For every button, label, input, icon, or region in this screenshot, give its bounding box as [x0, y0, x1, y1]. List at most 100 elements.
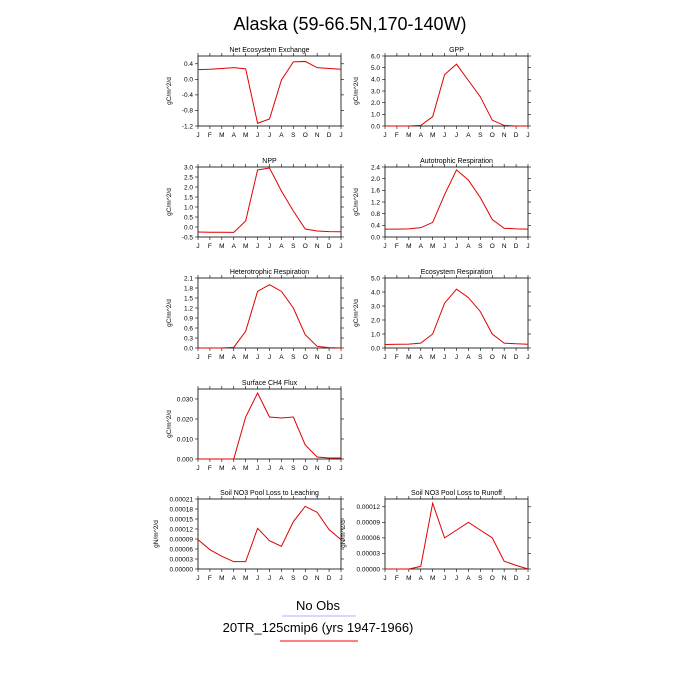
x-tick-label: D — [327, 132, 332, 139]
plot-frame — [197, 55, 342, 127]
x-tick-label: J — [268, 354, 271, 361]
x-tick-label: J — [526, 243, 529, 250]
series-line — [384, 288, 529, 345]
x-tick-label: J — [256, 132, 259, 139]
y-tick-label: 0.010 — [177, 436, 194, 443]
x-tick-label: J — [443, 243, 446, 250]
y-tick-label: -1.2 — [182, 123, 194, 130]
x-tick-label: A — [419, 132, 424, 139]
x-tick-label: A — [419, 354, 424, 361]
y-tick-label: 4.0 — [371, 289, 380, 296]
x-tick-label: F — [395, 132, 399, 139]
y-tick-label: 2.0 — [371, 317, 380, 324]
x-tick-label: M — [430, 354, 435, 361]
y-tick-label: -0.8 — [182, 108, 194, 115]
x-tick-label: S — [291, 132, 296, 139]
x-tick-label: F — [208, 465, 212, 472]
x-tick-label: J — [526, 354, 529, 361]
x-tick-label: F — [208, 354, 212, 361]
x-tick-label: A — [419, 243, 424, 250]
x-tick-label: A — [466, 132, 471, 139]
y-tick-label: 0.00003 — [357, 551, 381, 558]
x-tick-label: J — [383, 575, 386, 582]
y-tick-label: 0.4 — [184, 61, 193, 68]
x-tick-label: M — [430, 132, 435, 139]
x-tick-label: F — [208, 132, 212, 139]
x-tick-label: F — [208, 575, 212, 582]
y-tick-label: 0.00009 — [357, 520, 381, 527]
x-tick-label: O — [490, 354, 495, 361]
x-tick-label: J — [526, 132, 529, 139]
x-tick-label: M — [243, 132, 248, 139]
x-tick-label: M — [243, 354, 248, 361]
y-tick-label: 3.0 — [371, 88, 380, 95]
series-line — [385, 501, 529, 570]
x-tick-label: J — [383, 243, 386, 250]
x-tick-label: J — [443, 354, 446, 361]
x-tick-label: J — [443, 575, 446, 582]
panel-title: Heterotrophic Respiration — [230, 269, 309, 276]
plot-frame — [384, 498, 529, 570]
x-tick-label: M — [406, 243, 411, 250]
y-axis-label: gC/m^2/d — [166, 188, 173, 216]
y-tick-label: 0.4 — [371, 223, 380, 230]
series-line — [385, 63, 528, 127]
x-tick-label: S — [291, 354, 296, 361]
y-tick-label: 0.0 — [184, 224, 193, 231]
x-tick-label: J — [268, 243, 271, 250]
x-tick-label: J — [339, 132, 342, 139]
x-tick-label: J — [339, 465, 342, 472]
y-tick-label: 3.0 — [371, 303, 380, 310]
x-tick-label: N — [315, 465, 320, 472]
y-tick-label: 0.0 — [371, 123, 380, 130]
x-tick-label: J — [196, 243, 199, 250]
y-tick-label: 2.5 — [184, 174, 193, 181]
y-tick-label: 0.020 — [177, 416, 194, 423]
x-tick-label: N — [315, 575, 320, 582]
x-tick-label: N — [315, 132, 320, 139]
series-line — [197, 505, 342, 563]
series-line — [385, 169, 529, 230]
y-tick-label: -0.4 — [182, 92, 194, 99]
x-tick-label: M — [219, 132, 224, 139]
panel-title: NPP — [262, 158, 277, 165]
x-tick-label: A — [232, 132, 237, 139]
x-tick-label: O — [490, 575, 495, 582]
series-line — [197, 60, 342, 124]
y-tick-label: -0.5 — [182, 234, 194, 241]
x-tick-label: D — [514, 354, 519, 361]
y-tick-label: 0.0 — [371, 345, 380, 352]
y-tick-label: 1.0 — [371, 112, 380, 119]
y-tick-label: 0.00006 — [170, 546, 194, 553]
panel-title: GPP — [449, 47, 464, 54]
y-tick-label: 5.0 — [371, 275, 380, 282]
y-tick-label: 1.5 — [184, 194, 193, 201]
x-tick-label: J — [256, 465, 259, 472]
x-tick-label: J — [455, 132, 458, 139]
panel-title: Autotrophic Respiration — [420, 158, 493, 165]
x-tick-label: A — [279, 575, 284, 582]
x-tick-label: A — [279, 132, 284, 139]
y-tick-label: 1.8 — [184, 285, 193, 292]
y-tick-label: 4.0 — [371, 77, 380, 84]
x-tick-label: J — [268, 575, 271, 582]
panel-title: Soil NO3 Pool Loss to Leaching — [220, 490, 319, 497]
y-tick-label: 2.1 — [184, 275, 193, 282]
x-tick-label: J — [383, 354, 386, 361]
x-tick-label: J — [268, 465, 271, 472]
x-tick-label: J — [196, 354, 199, 361]
y-axis-label: gN/m^2/d — [340, 520, 347, 548]
y-tick-label: 2.0 — [371, 100, 380, 107]
y-tick-label: 0.00000 — [357, 566, 381, 573]
y-tick-label: 3.0 — [184, 164, 193, 171]
y-tick-label: 0.00021 — [170, 496, 194, 503]
y-tick-label: 0.00009 — [170, 536, 194, 543]
